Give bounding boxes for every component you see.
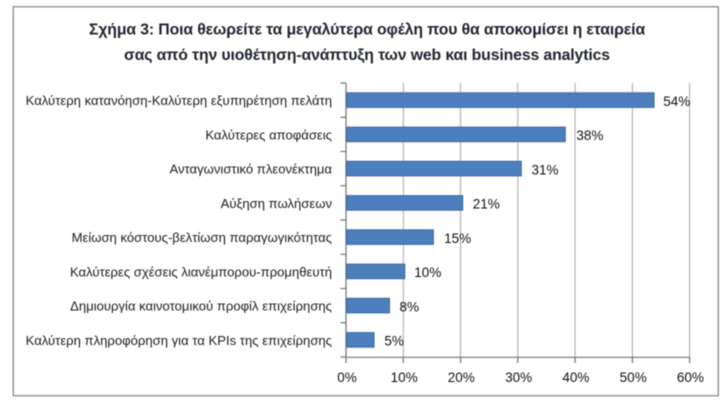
svg-text:20%: 20% [448, 370, 475, 385]
svg-text:21%: 21% [473, 197, 500, 212]
svg-text:60%: 60% [677, 370, 704, 385]
svg-text:10%: 10% [391, 370, 418, 385]
svg-text:Καλύτερη κατανόηση-Καλύτερη εξ: Καλύτερη κατανόηση-Καλύτερη εξυπηρέτηση … [26, 93, 332, 108]
svg-text:5%: 5% [384, 334, 404, 349]
svg-text:50%: 50% [620, 370, 647, 385]
svg-text:15%: 15% [444, 231, 471, 246]
svg-text:38%: 38% [576, 128, 603, 143]
svg-text:31%: 31% [532, 162, 559, 177]
svg-text:Καλύτερη πληροφόρηση για τα KP: Καλύτερη πληροφόρηση για τα KPIs της επι… [26, 333, 332, 348]
svg-text:8%: 8% [400, 299, 420, 314]
svg-text:Δημιουργία καινοτομικού προφίλ: Δημιουργία καινοτομικού προφίλ επιχείρησ… [70, 299, 332, 314]
svg-text:Ανταγωνιστικό πλεονέκτημα: Ανταγωνιστικό πλεονέκτημα [170, 162, 333, 177]
svg-text:Καλύτερες αποφάσεις: Καλύτερες αποφάσεις [205, 128, 332, 143]
svg-text:30%: 30% [505, 370, 532, 385]
svg-text:Καλύτερες σχέσεις λιανέμπορου-: Καλύτερες σχέσεις λιανέμπορου-προμηθευτή [70, 265, 332, 280]
svg-text:0%: 0% [337, 370, 357, 385]
svg-text:Σχήμα 3: Ποια θεωρείτε τα μεγα: Σχήμα 3: Ποια θεωρείτε τα μεγαλύτερα οφέ… [89, 22, 645, 39]
svg-text:Αύξηση πωλήσεων: Αύξηση πωλήσεων [221, 196, 333, 211]
svg-text:10%: 10% [414, 265, 441, 280]
svg-text:54%: 54% [663, 94, 690, 109]
svg-text:40%: 40% [562, 370, 589, 385]
svg-text:Μείωση κόστους-βελτίωση παραγω: Μείωση κόστους-βελτίωση παραγωγικότητας [72, 230, 332, 245]
svg-text:σας από την υιοθέτηση-ανάπτυξη: σας από την υιοθέτηση-ανάπτυξη των web κ… [124, 47, 610, 64]
